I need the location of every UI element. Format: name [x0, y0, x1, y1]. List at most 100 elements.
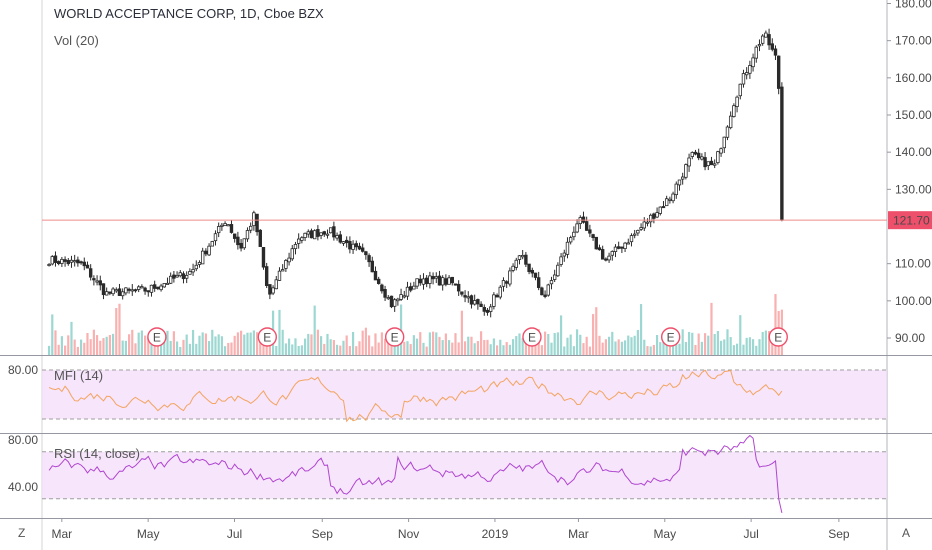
- time-tick-label: Jul: [743, 527, 758, 541]
- candle-down: [56, 261, 61, 265]
- candle-up: [655, 212, 659, 218]
- earnings-marker-circle: [522, 327, 542, 347]
- volume-bar: [79, 339, 83, 355]
- volume-bar: [444, 333, 447, 355]
- volume-bar: [121, 340, 124, 355]
- volume-bar: [313, 305, 316, 355]
- last-price-value: 121.70: [893, 214, 930, 228]
- candle-down: [581, 216, 586, 223]
- volume-bar: [742, 344, 745, 355]
- candle-up: [165, 282, 170, 285]
- candle-up: [712, 163, 717, 166]
- volume-bar: [604, 339, 607, 355]
- candle-up: [741, 73, 746, 85]
- candle-up: [732, 105, 736, 117]
- earnings-marker[interactable]: E: [384, 327, 405, 347]
- volume-bar: [403, 341, 406, 355]
- candle-down: [380, 284, 384, 292]
- volume-bar: [348, 346, 351, 355]
- candle-up: [674, 183, 678, 196]
- auto-scale-button[interactable]: A: [902, 526, 911, 540]
- candle-up: [572, 231, 576, 238]
- candle-up: [223, 223, 227, 227]
- candle-down: [354, 243, 358, 248]
- volume-bar: [239, 330, 243, 355]
- rsi-legend: RSI (14, close): [54, 446, 140, 461]
- candle-down: [620, 246, 624, 249]
- time-tick-label: Sep: [828, 527, 850, 541]
- candle-down: [476, 299, 480, 305]
- volume-bar: [198, 335, 201, 355]
- candle-up: [194, 264, 198, 270]
- volume-bar: [633, 335, 636, 355]
- candle-down: [424, 277, 429, 285]
- earnings-marker-circle: [660, 327, 681, 347]
- volume-bar: [422, 342, 425, 355]
- candle-up: [642, 221, 646, 229]
- volume-bar: [339, 345, 342, 355]
- candle-up: [700, 156, 704, 160]
- volume-bar: [316, 329, 319, 355]
- rsi-band: [42, 451, 887, 499]
- volume-bar: [326, 333, 329, 355]
- candle-down: [453, 283, 458, 286]
- volume-bar: [351, 331, 355, 355]
- volume-bar: [211, 329, 214, 355]
- price-axis[interactable]: 180.00 170.00 160.00 150.00 140.00 130.00 110.…: [887, 0, 932, 345]
- candle-down: [98, 280, 102, 286]
- volume-bar: [550, 342, 553, 355]
- volume-bar: [659, 342, 662, 355]
- candle-down: [600, 249, 605, 260]
- candle-up: [114, 289, 118, 292]
- volume-bar: [579, 334, 582, 355]
- candle-down: [264, 266, 269, 286]
- candle-down: [152, 284, 157, 289]
- candle-up: [168, 275, 173, 284]
- volume-bar: [377, 342, 380, 355]
- candle-up: [207, 245, 211, 256]
- volume-bar: [668, 346, 671, 355]
- candle-up: [306, 231, 310, 235]
- candle-down: [661, 206, 666, 209]
- volume-bar: [374, 333, 377, 355]
- candle-down: [469, 295, 474, 305]
- volume-bar: [646, 346, 649, 355]
- volume-bar: [697, 333, 700, 355]
- volume-bar: [649, 346, 652, 355]
- candle-down: [127, 288, 131, 291]
- volume-bar: [607, 336, 611, 355]
- volume-bar: [99, 340, 102, 355]
- candle-down: [117, 288, 122, 296]
- earnings-marker-label: E: [391, 331, 399, 345]
- candle-up: [248, 225, 253, 231]
- volume-bar: [543, 331, 547, 355]
- candle-up: [60, 258, 64, 264]
- volume-bar: [380, 332, 383, 355]
- candle-up: [188, 271, 192, 275]
- time-axis[interactable]: Mar May Jul Sep Nov 2019 Mar May Jul Sep: [51, 518, 850, 541]
- candle-up: [277, 270, 282, 281]
- volume-bar: [639, 304, 643, 355]
- time-zone-button[interactable]: Z: [18, 526, 26, 540]
- volume-bar: [617, 339, 620, 355]
- volume-bar: [278, 309, 281, 355]
- candle-down: [82, 261, 86, 267]
- earnings-marker[interactable]: E: [522, 327, 542, 347]
- volume-bar: [303, 338, 307, 355]
- volume-bar: [249, 332, 252, 355]
- earnings-marker[interactable]: E: [660, 327, 681, 347]
- earnings-marker[interactable]: E: [257, 327, 277, 347]
- volume-bar: [54, 330, 57, 355]
- earnings-marker[interactable]: E: [768, 327, 788, 347]
- volume-bar: [166, 330, 169, 355]
- volume-bar: [556, 332, 559, 355]
- candle-down: [367, 255, 371, 263]
- candle-down: [92, 278, 96, 281]
- candle-up: [607, 255, 611, 261]
- volume-bar: [364, 327, 367, 355]
- earnings-marker[interactable]: E: [147, 327, 167, 347]
- volume-bar: [515, 336, 518, 355]
- candle-up: [220, 224, 224, 227]
